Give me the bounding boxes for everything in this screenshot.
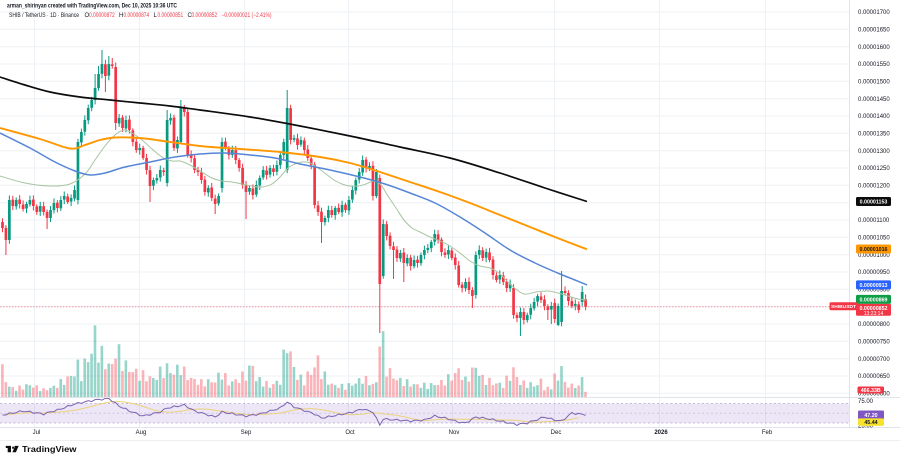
svg-text:0.00001050: 0.00001050 bbox=[858, 235, 890, 241]
svg-text:0.00001200: 0.00001200 bbox=[858, 183, 890, 189]
svg-text:arman_shirinyan created with T: arman_shirinyan created with TradingView… bbox=[7, 3, 178, 9]
svg-text:0.00001153: 0.00001153 bbox=[860, 200, 888, 206]
svg-text:0.00000869: 0.00000869 bbox=[860, 297, 888, 303]
svg-text:2026: 2026 bbox=[654, 430, 668, 436]
svg-text:−0.00000021 (−2.41%): −0.00000021 (−2.41%) bbox=[222, 13, 272, 19]
svg-text:0.00001450: 0.00001450 bbox=[858, 97, 890, 103]
svg-text:0.00000950: 0.00000950 bbox=[858, 270, 890, 276]
svg-text:0.00000650: 0.00000650 bbox=[858, 374, 890, 380]
svg-text:0.00000872: 0.00000872 bbox=[89, 13, 115, 19]
svg-text:0.00000900: 0.00000900 bbox=[858, 287, 890, 293]
svg-text:C: C bbox=[188, 13, 193, 19]
svg-text:L: L bbox=[154, 13, 158, 19]
svg-text:TradingView: TradingView bbox=[22, 444, 77, 454]
svg-text:H: H bbox=[119, 13, 123, 19]
svg-text:466.33B: 466.33B bbox=[861, 388, 881, 394]
svg-text:0.00000700: 0.00000700 bbox=[858, 357, 890, 363]
svg-text:0.00000913: 0.00000913 bbox=[860, 283, 888, 289]
svg-text:0.00001300: 0.00001300 bbox=[858, 149, 890, 155]
svg-text:Dec: Dec bbox=[551, 430, 562, 436]
svg-text:0.00001350: 0.00001350 bbox=[858, 131, 890, 137]
svg-text:SHIB / TetherUS · 1D · Binance: SHIB / TetherUS · 1D · Binance bbox=[9, 13, 80, 19]
svg-text:Feb: Feb bbox=[762, 430, 773, 436]
svg-text:0.00001250: 0.00001250 bbox=[858, 166, 890, 172]
svg-text:0.00001500: 0.00001500 bbox=[858, 79, 890, 85]
svg-text:13:23:14: 13:23:14 bbox=[864, 311, 884, 317]
svg-text:Jul: Jul bbox=[33, 430, 41, 436]
svg-text:0.00000600: 0.00000600 bbox=[858, 391, 890, 397]
svg-text:Sep: Sep bbox=[241, 430, 252, 436]
svg-text:25.00: 25.00 bbox=[858, 424, 874, 430]
svg-text:0.00000851: 0.00000851 bbox=[158, 13, 184, 19]
svg-text:0.00001600: 0.00001600 bbox=[858, 45, 890, 51]
svg-text:0.00001400: 0.00001400 bbox=[858, 114, 890, 120]
svg-text:0.00001000: 0.00001000 bbox=[858, 253, 890, 259]
svg-text:0.00001016: 0.00001016 bbox=[860, 247, 888, 253]
svg-text:0.00001700: 0.00001700 bbox=[858, 10, 890, 16]
svg-text:SHIBUSDT: SHIBUSDT bbox=[831, 304, 856, 310]
svg-text:Nov: Nov bbox=[449, 430, 460, 436]
svg-text:O: O bbox=[85, 13, 90, 19]
svg-text:0.00001100: 0.00001100 bbox=[858, 218, 890, 224]
svg-text:0.00001650: 0.00001650 bbox=[858, 27, 890, 33]
svg-text:75.00: 75.00 bbox=[858, 399, 874, 405]
svg-text:0.00000874: 0.00000874 bbox=[124, 13, 150, 19]
svg-text:0.00000750: 0.00000750 bbox=[858, 339, 890, 345]
svg-text:0.00000852: 0.00000852 bbox=[860, 306, 888, 312]
svg-text:45.44: 45.44 bbox=[864, 420, 877, 426]
svg-text:47.20: 47.20 bbox=[864, 413, 877, 419]
svg-text:0.00001550: 0.00001550 bbox=[858, 62, 890, 68]
svg-text:Oct: Oct bbox=[345, 430, 355, 436]
svg-text:0.00000800: 0.00000800 bbox=[858, 322, 890, 328]
svg-text:Aug: Aug bbox=[136, 430, 147, 436]
svg-text:0.00000852: 0.00000852 bbox=[192, 13, 218, 19]
